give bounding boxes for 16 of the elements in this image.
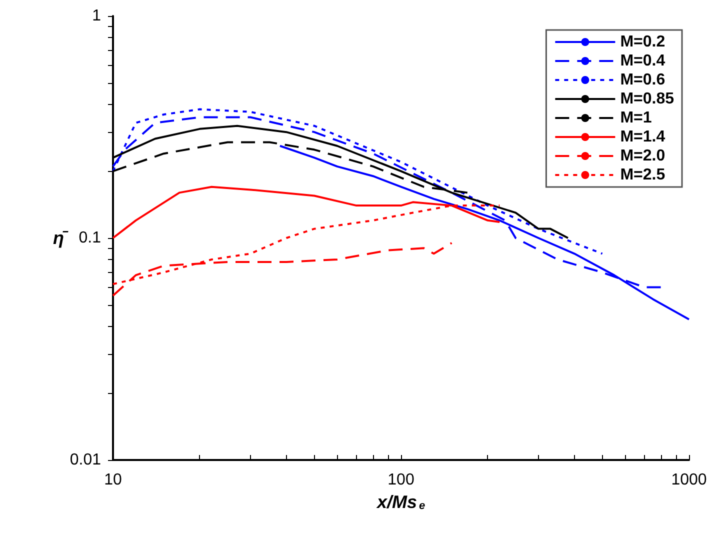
y-tick-label: 0.01 — [70, 452, 102, 468]
x-tick-label: 10 — [104, 472, 122, 488]
legend-label: M=1.4 — [620, 128, 666, 146]
legend-label: M=0.85 — [620, 90, 674, 108]
y-tick-label: 1 — [92, 8, 102, 24]
legend-label: M=2.5 — [620, 166, 666, 184]
legend-label: M=2.0 — [620, 148, 666, 164]
x-axis-title: x/Mse — [376, 492, 426, 512]
y-tick-label: 0.1 — [78, 230, 102, 246]
y-axis-title: η̄ — [52, 228, 69, 248]
x-tick-label: 100 — [388, 472, 414, 488]
legend-label: M=0.2 — [620, 34, 666, 50]
x-tick-label: 1000 — [671, 472, 707, 488]
legend-label: M=1 — [620, 110, 652, 126]
legend-label: M=0.6 — [620, 72, 666, 88]
legend-label: M=0.4 — [620, 52, 666, 70]
